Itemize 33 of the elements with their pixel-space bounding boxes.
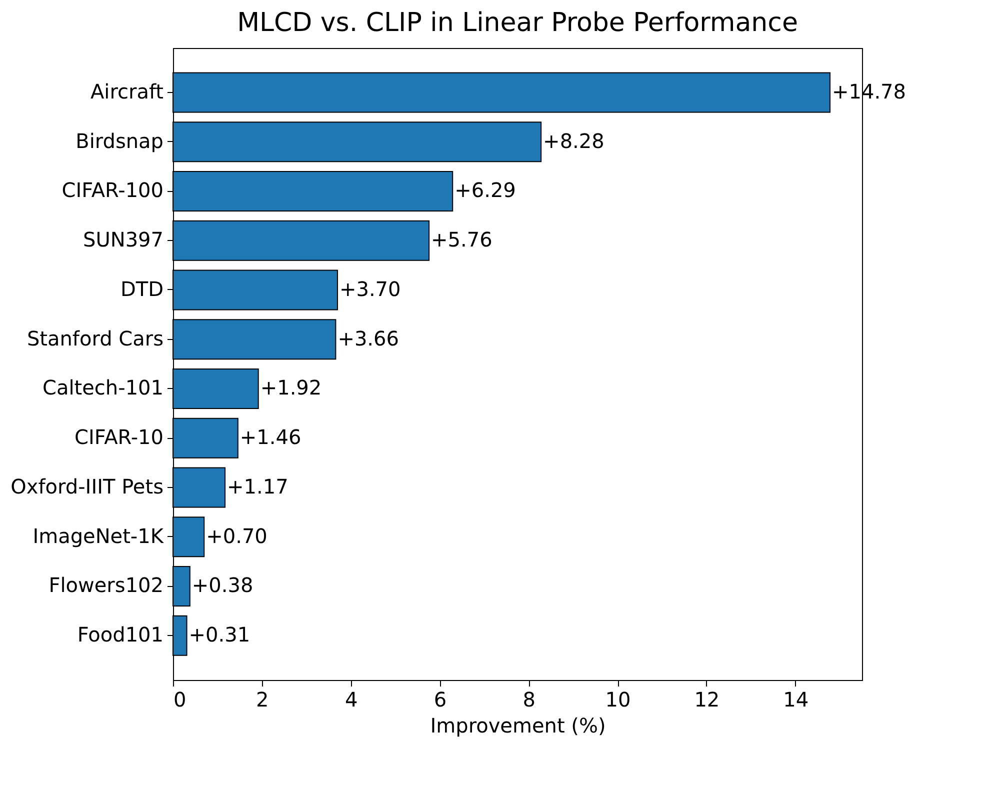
- data-label: +5.76: [431, 228, 492, 252]
- x-axis-title: Improvement (%): [430, 714, 606, 738]
- x-tick-label: 6: [434, 688, 447, 712]
- y-tick-label: Caltech-101: [42, 376, 164, 400]
- x-tick-label: 14: [783, 688, 809, 712]
- data-label: +3.66: [338, 326, 399, 350]
- data-label: +3.70: [339, 276, 401, 301]
- data-label: +8.28: [543, 128, 604, 153]
- data-label: +1.17: [227, 474, 288, 498]
- y-tick-label: CIFAR-10: [74, 425, 164, 450]
- y-tick-label: ImageNet-1K: [32, 524, 164, 548]
- chart-title: MLCD vs. CLIP in Linear Probe Performance: [237, 8, 798, 38]
- x-tick-label: 0: [174, 688, 186, 712]
- data-label: +0.38: [192, 573, 254, 598]
- y-tick-label: CIFAR-100: [62, 178, 164, 202]
- data-label: +0.31: [188, 622, 250, 647]
- y-tick-label: SUN397: [83, 228, 164, 252]
- x-tick-label: 8: [522, 688, 536, 712]
- x-tick-label: 4: [344, 688, 358, 712]
- y-tick-label: Aircraft: [90, 79, 164, 104]
- y-tick-label: Flowers102: [48, 573, 164, 598]
- x-tick-label: 10: [605, 688, 631, 712]
- data-label: +0.70: [206, 524, 268, 548]
- y-tick-label: Food101: [77, 622, 164, 647]
- y-tick-label: Birdsnap: [76, 128, 164, 153]
- data-label: +1.46: [240, 425, 302, 450]
- x-tick-label: 12: [694, 688, 720, 712]
- x-tick-label: 2: [256, 688, 269, 712]
- y-tick-label: Stanford Cars: [26, 326, 164, 350]
- y-tick-label: DTD: [120, 276, 164, 301]
- y-tick-label: Oxford-IIIT Pets: [10, 474, 164, 498]
- data-label: +6.29: [454, 178, 516, 202]
- data-label: +1.92: [260, 376, 322, 400]
